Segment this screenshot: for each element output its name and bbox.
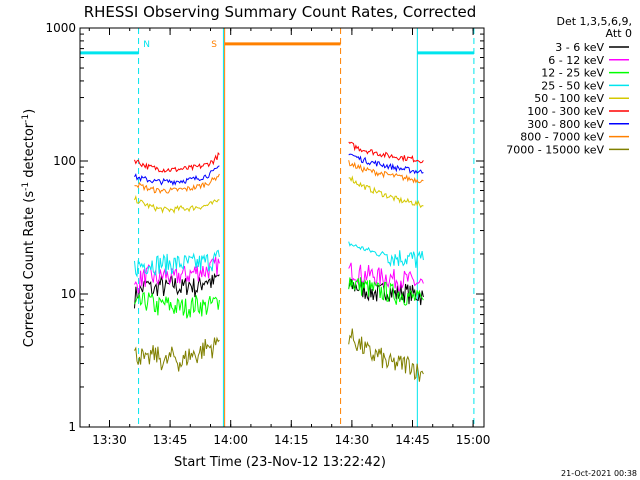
- x-axis-label: Start Time (23-Nov-12 13:22:42): [174, 455, 386, 470]
- y-axis-label-close: ): [22, 109, 37, 114]
- y-tick-label-3: 1000: [45, 21, 76, 35]
- y-axis-label-sup2: -1: [21, 114, 31, 123]
- legend-label-7: 800 - 7000 keV: [520, 131, 604, 144]
- legend-label-3: 25 - 50 keV: [541, 79, 604, 92]
- legend-label-6: 300 - 800 keV: [527, 118, 604, 131]
- series-0-segment-0: [134, 272, 220, 309]
- legend-label-1: 6 - 12 keV: [548, 54, 604, 67]
- footer-timestamp: 21-Oct-2021 00:38: [561, 469, 637, 478]
- x-tick-label-5: 14:45: [395, 433, 430, 447]
- plot-frame: [79, 27, 485, 428]
- legend-header-1: Det 1,3,5,6,9,: [556, 15, 632, 28]
- series-2-segment-0: [134, 291, 220, 319]
- x-tick-label-3: 14:15: [274, 433, 309, 447]
- legend-label-4: 50 - 100 keV: [534, 92, 604, 105]
- series-8-segment-0: [134, 336, 220, 372]
- series-7-segment-0: [134, 173, 220, 195]
- x-tick-label-2: 14:00: [213, 433, 248, 447]
- series-5-segment-0: [134, 151, 220, 173]
- y-axis-label-tail: detector: [22, 122, 37, 182]
- legend-label-5: 100 - 300 keV: [527, 105, 604, 118]
- series-1-segment-0: [134, 256, 220, 294]
- x-axis: 13:30 13:45 14:00 14:15 14:30 14:45 15:00: [88, 28, 491, 447]
- series-4-segment-1: [348, 175, 424, 209]
- legend-label-8: 7000 - 15000 keV: [506, 143, 604, 156]
- y-axis-label-main: Corrected Count Rate (s: [22, 191, 37, 348]
- flag-S: S: [211, 40, 217, 50]
- legend-label-0: 3 - 6 keV: [555, 41, 604, 54]
- y-axis: 1 10 100 1000: [45, 21, 484, 434]
- series-7-segment-1: [348, 160, 424, 184]
- series-6-segment-1: [348, 153, 424, 175]
- series-3-segment-0: [134, 249, 220, 278]
- series-3-segment-1: [348, 241, 424, 268]
- y-axis-label-sup: -1: [21, 182, 31, 191]
- series-8-segment-1: [348, 328, 424, 382]
- flag-N: N: [143, 40, 150, 50]
- y-tick-label-1: 10: [61, 287, 76, 301]
- series-1-segment-1: [348, 262, 424, 291]
- chart-title: RHESSI Observing Summary Count Rates, Co…: [84, 3, 477, 21]
- series-2-segment-1: [348, 277, 424, 306]
- y-tick-label-2: 100: [53, 154, 76, 168]
- y-axis-label: Corrected Count Rate (s-1 detector-1): [21, 109, 37, 347]
- series-6-segment-0: [134, 165, 220, 186]
- x-tick-label-6: 15:00: [456, 433, 491, 447]
- series-5-segment-1: [348, 141, 424, 164]
- x-tick-label-0: 13:30: [92, 433, 127, 447]
- legend-header-2: Att 0: [606, 27, 632, 40]
- y-tick-label-0: 1: [68, 420, 76, 434]
- legend-label-2: 12 - 25 keV: [541, 67, 604, 80]
- series-4-segment-0: [134, 194, 220, 214]
- x-tick-label-1: 13:45: [153, 433, 188, 447]
- series-group: [134, 141, 424, 382]
- x-tick-label-4: 14:30: [335, 433, 370, 447]
